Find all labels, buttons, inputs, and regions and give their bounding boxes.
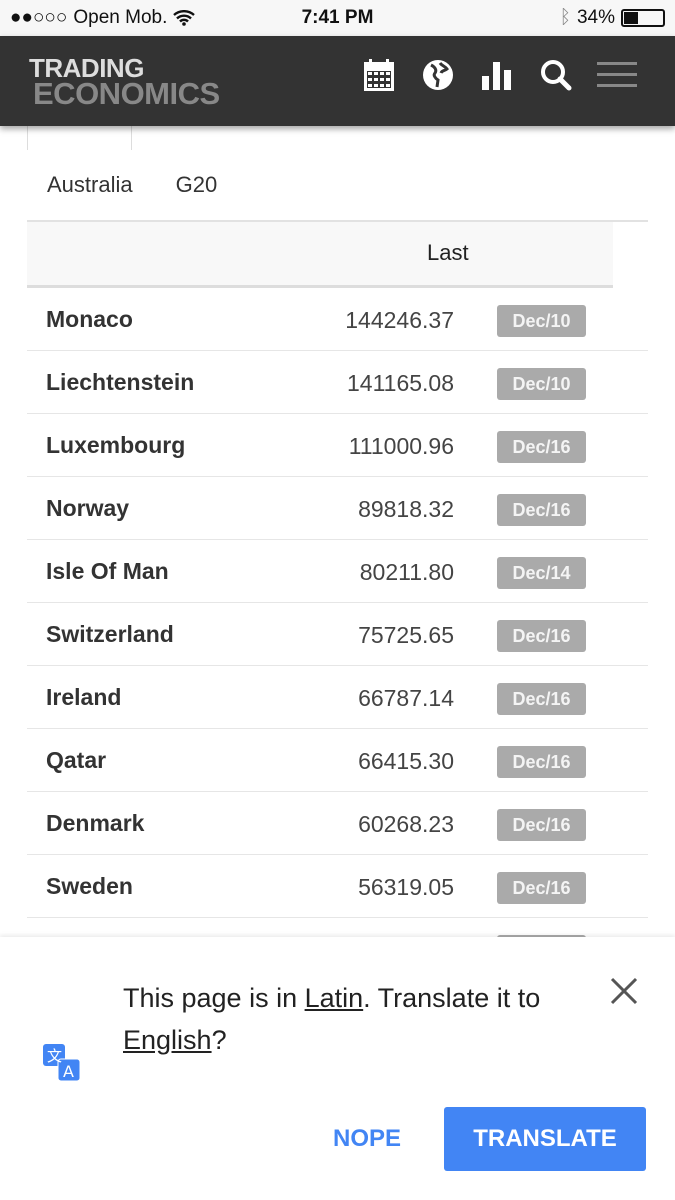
date-badge: Dec/16: [497, 746, 586, 778]
country-name[interactable]: Sweden: [46, 873, 133, 899]
svg-text:文: 文: [47, 1047, 62, 1065]
country-name[interactable]: Liechtenstein: [46, 369, 195, 395]
table-row[interactable]: Monaco 144246.37 Dec/10: [27, 288, 648, 351]
last-value: 66787.14: [358, 685, 454, 711]
svg-text:A: A: [63, 1062, 74, 1081]
wifi-icon: [173, 10, 196, 26]
last-value: 75725.65: [358, 622, 454, 648]
signal-icon: ●●○○○: [10, 7, 68, 28]
filter-g20[interactable]: G20: [175, 172, 218, 197]
country-name[interactable]: Switzerland: [46, 621, 174, 647]
last-value: 141165.08: [346, 370, 454, 396]
date-badge: Dec/16: [497, 683, 586, 715]
globe-icon[interactable]: [420, 57, 456, 93]
translate-message: This page is in Latin. Translate it to E…: [123, 983, 541, 1055]
main-content: Australia G20 Last Monaco 144246.37 Dec/10…: [27, 126, 648, 981]
nope-button[interactable]: NOPE: [333, 1125, 402, 1152]
country-name[interactable]: Qatar: [46, 747, 107, 773]
country-name[interactable]: Denmark: [46, 810, 145, 836]
date-badge: Dec/16: [497, 494, 586, 526]
last-value: 89818.32: [358, 496, 454, 522]
region-filters: Australia G20: [27, 150, 648, 222]
table-header: Last: [27, 222, 613, 288]
country-name[interactable]: Luxembourg: [46, 432, 186, 458]
battery-percent: 34%: [576, 7, 615, 28]
translate-icon: 文A: [43, 1044, 81, 1082]
last-value: 80211.80: [359, 559, 454, 585]
table-row[interactable]: Isle Of Man 80211.80 Dec/14: [27, 540, 648, 603]
logo[interactable]: TRADING ECONOMICS: [29, 53, 220, 111]
last-value: 66415.30: [358, 748, 454, 774]
battery-icon: [621, 9, 665, 27]
country-name[interactable]: Isle Of Man: [46, 558, 169, 584]
table-row[interactable]: Ireland 66787.14 Dec/16: [27, 666, 648, 729]
table-row[interactable]: Liechtenstein 141165.08 Dec/10: [27, 351, 648, 414]
country-name[interactable]: Ireland: [46, 684, 122, 710]
data-table: Monaco 144246.37 Dec/10 Liechtenstein 141165…: [27, 288, 648, 981]
menu-icon[interactable]: [597, 57, 637, 93]
bar-chart-icon[interactable]: [479, 57, 515, 93]
target-language-link[interactable]: English: [123, 1025, 212, 1055]
close-icon[interactable]: [606, 973, 642, 1009]
translate-button[interactable]: TRANSLATE: [444, 1107, 646, 1171]
table-row[interactable]: Norway 89818.32 Dec/16: [27, 477, 648, 540]
bluetooth-icon: ᛒ: [559, 7, 571, 28]
date-badge: Dec/10: [497, 368, 586, 400]
filter-australia[interactable]: Australia: [47, 172, 133, 197]
table-row[interactable]: Denmark 60268.23 Dec/16: [27, 792, 648, 855]
table-row[interactable]: Luxembourg 111000.96 Dec/16: [27, 414, 648, 477]
table-row[interactable]: Switzerland 75725.65 Dec/16: [27, 603, 648, 666]
last-value: 144246.37: [345, 307, 454, 333]
clock: 7:41 PM: [301, 7, 374, 28]
last-value: 56319.05: [358, 874, 454, 900]
status-bar: ●●○○○ Open Mob. 7:41 PM ᛒ 34%: [0, 0, 675, 36]
date-badge: Dec/10: [497, 305, 586, 337]
country-name[interactable]: Norway: [46, 495, 130, 521]
column-last[interactable]: Last: [427, 240, 469, 265]
source-language-link[interactable]: Latin: [304, 983, 364, 1013]
calendar-icon[interactable]: [361, 57, 397, 93]
last-value: 60268.23: [358, 811, 454, 837]
country-name[interactable]: Monaco: [46, 306, 133, 332]
top-nav: TRADING ECONOMICS: [0, 36, 675, 126]
last-value: 111000.96: [348, 433, 454, 459]
tab-fragment: [27, 126, 648, 150]
date-badge: Dec/14: [497, 557, 586, 589]
date-badge: Dec/16: [497, 431, 586, 463]
carrier: Open Mob.: [73, 7, 168, 28]
search-icon[interactable]: [538, 57, 574, 93]
date-badge: Dec/16: [497, 872, 586, 904]
date-badge: Dec/16: [497, 809, 586, 841]
table-row[interactable]: Sweden 56319.05 Dec/16: [27, 855, 648, 918]
date-badge: Dec/16: [497, 620, 586, 652]
table-row[interactable]: Qatar 66415.30 Dec/16: [27, 729, 648, 792]
